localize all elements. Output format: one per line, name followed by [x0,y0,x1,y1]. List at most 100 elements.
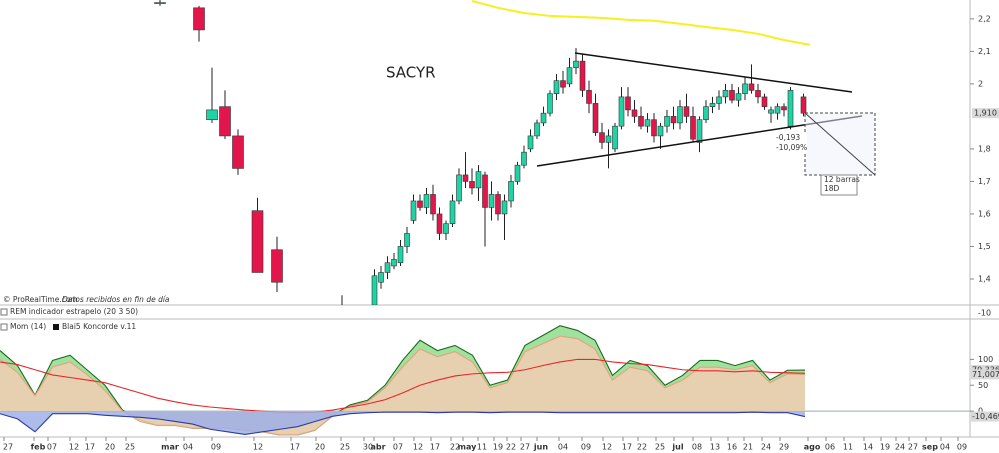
candle-body [800,96,807,114]
candle-body [742,83,748,94]
x-tick-label: 12 [602,443,612,452]
x-tick-label: 25 [125,443,135,452]
candle-body [683,106,690,117]
x-tick-label: 24 [761,443,771,452]
overlay: -0,193 -10,09% 12 barras 18D SACYR © Pro… [0,52,876,331]
candle-body [709,103,716,107]
candle-body [488,194,495,208]
candle-body [410,200,417,221]
candle-body [638,116,644,127]
candle-body [378,272,384,283]
candle-body [417,200,423,208]
label-bg [820,174,858,196]
candle-body [573,60,579,68]
candle-body [371,275,378,305]
candle-body [521,151,527,166]
candle-body [690,116,696,140]
candle-body [586,90,592,104]
candle-body [618,96,625,127]
candle-body [443,223,449,234]
projection-line [804,112,876,176]
candle-body [449,200,456,225]
indicator-line [0,358,806,414]
candle-body [566,67,573,85]
x-tick-label: 20 [315,443,325,452]
candle-body [657,125,664,137]
annotation: 12 barras [824,175,860,184]
last-value-label: -10,469 [972,412,999,421]
candle-body [514,164,521,182]
candle-body [219,106,231,137]
last-price-bg [972,108,999,119]
x-tick-label: 17 [85,443,95,452]
candle-body [553,80,560,94]
candle-body [527,135,534,150]
x-tick-label: 17 [430,443,440,452]
candle-body [735,93,742,101]
x-tick-label: 04 [558,443,568,452]
y-tick-label: 100 [978,355,993,364]
x-tick-label: 17 [290,443,300,452]
candle-body [534,122,540,137]
y-tick-label: 1,4 [978,274,991,283]
candle-body [397,246,404,264]
x-tick-label: 27 [908,443,918,452]
x-tick-label: 12 [253,443,263,452]
candle-body [271,249,283,283]
candle-body [579,60,586,91]
x-tick-label: jun [533,443,548,452]
candle-body [651,119,657,137]
label-bg [773,133,807,153]
candle-body [761,96,768,107]
indicator-label: Mom (14) [10,322,46,331]
indicator-panel [0,325,970,436]
y-tick-label: 0 [978,407,983,416]
candle-body [475,171,482,189]
y-tick-label: 50 [978,381,988,390]
indicator-line [0,411,806,435]
candle-body [664,116,670,127]
candle-body [729,90,735,101]
x-tick-label: feb [31,443,46,452]
candle-body [547,93,553,114]
x-tick-label: jul [671,443,683,452]
candle-body [193,7,205,31]
x-tick-label: 22 [637,443,647,452]
x-tick-label: 27 [520,443,530,452]
candle-body [469,181,475,189]
indicator-line [0,335,806,436]
source-note: Datos recibidos en fin de día [62,295,170,304]
candle-body [232,135,244,169]
last-value-bg [971,369,999,380]
annotation: -0,193 [776,133,800,142]
candle-body [716,96,722,104]
x-tick-label: 06 [825,443,835,452]
x-tick-label: 22 [506,443,516,452]
x-tick-label: 11 [477,443,487,452]
candle-body [592,103,599,133]
x-tick-label: 16 [727,443,737,452]
last-value-bg [971,411,999,422]
x-tick-label: 04 [940,443,950,452]
candle-body [644,119,651,127]
candle-body [495,194,501,215]
legend-box [53,324,59,330]
x-tick-label: 14 [863,443,873,452]
x-tick-label: sep [922,443,938,452]
legend-box [0,323,8,331]
candle-body [251,210,264,273]
x-tick-label: 19 [493,443,503,452]
y-tick-label: 2 [978,79,983,88]
x-tick-label: mar [161,443,179,452]
y-tick-label: -10 [978,309,991,318]
y-tick-label: 1,7 [978,177,991,186]
price-panel [154,0,811,305]
x-tick-label: 07 [47,443,57,452]
last-value-label: 71,007 [972,370,999,379]
x-tick-label: 12 [69,443,79,452]
annotation: -10,09% [776,143,807,152]
x-tick-label: 21 [743,443,753,452]
x-tick-label: 25 [655,443,665,452]
chart-title: SACYR [386,64,436,82]
